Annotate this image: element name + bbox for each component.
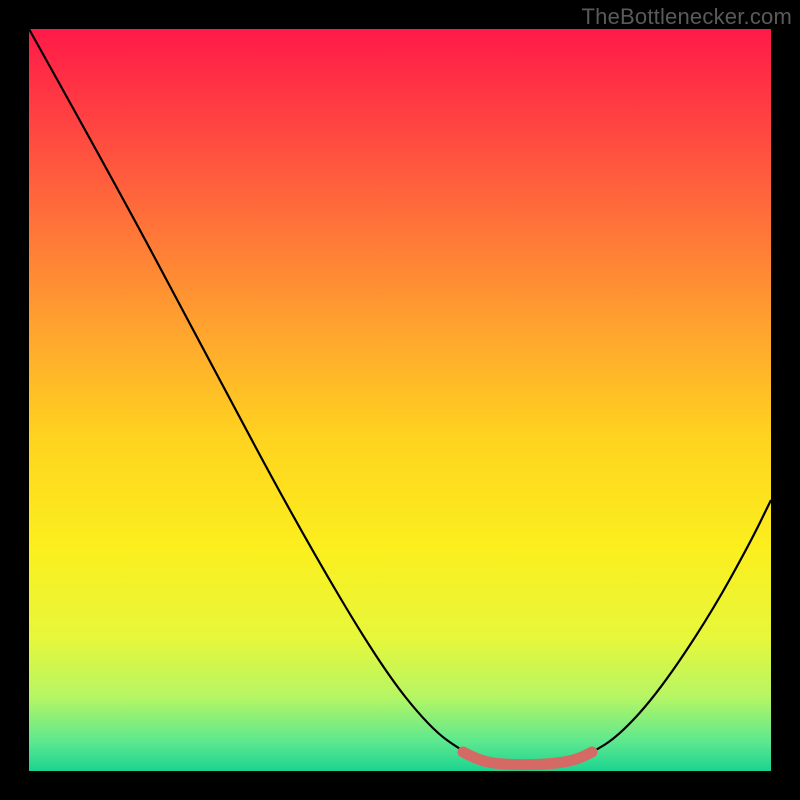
- watermark-text: TheBottlenecker.com: [582, 4, 792, 30]
- chart-plot-area: [29, 29, 771, 771]
- chart-container: TheBottlenecker.com: [0, 0, 800, 800]
- bottleneck-chart: [0, 0, 800, 800]
